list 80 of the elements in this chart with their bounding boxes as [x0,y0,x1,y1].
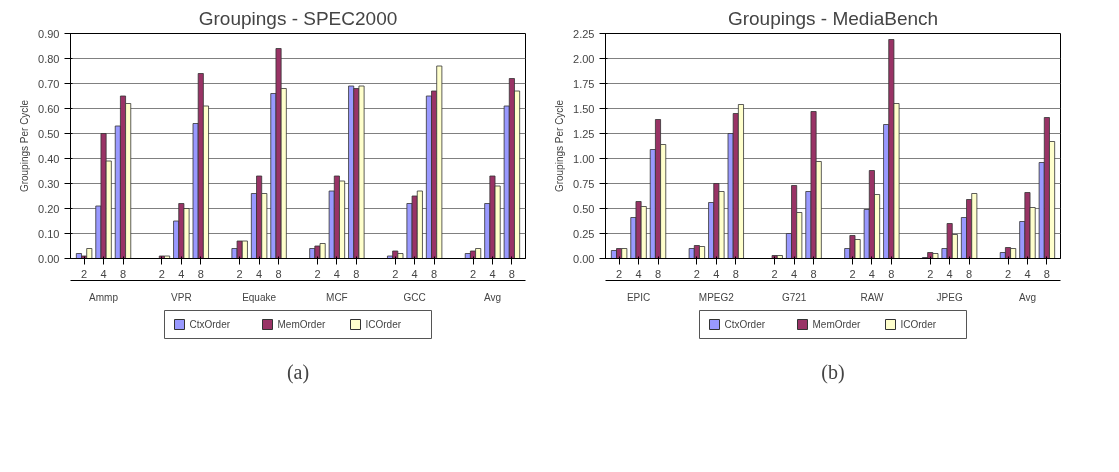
legend-label: ICOrder [365,319,402,330]
legend-label: MemOrder [277,319,326,330]
x-tick-label: 8 [810,267,817,280]
x-tick-label: 8 [732,267,739,280]
x-tick-label: 8 [888,267,895,280]
y-axis-title: Groupings Per Cycle [554,99,566,193]
text: RAW [860,291,884,303]
y-tick-label: 0.00 [573,252,595,265]
x-axis-title: (b) [821,360,845,384]
x-tick-label: 2 [236,267,243,280]
y-axis-title: Groupings Per Cycle [19,99,31,193]
x-tick-label: 8 [966,267,973,280]
x-tick-label: 4 [333,267,340,280]
y-tick-label: 0.70 [38,77,60,90]
x-tick-label: 2 [693,267,700,280]
x-tick-label: 2 [1004,267,1012,280]
legend-label: CtxOrder [189,319,231,330]
y-tick-label: 0.25 [573,227,595,240]
x-tick-label: 2 [771,267,778,280]
x-tick-label: 8 [508,267,515,280]
y-tick-label: 0.75 [573,177,595,190]
x-tick-label: 8 [353,267,360,280]
chart-title: Groupings - SPEC2000 [198,7,398,29]
x-tick-label: 8 [197,267,204,280]
y-tick-label: 0.20 [38,202,60,215]
y-tick-label: 0.90 [38,27,60,40]
x-tick-label: 4 [178,267,185,280]
y-tick-label: 1.75 [573,77,595,90]
y-tick-label: 0.10 [38,227,60,240]
x-tick-label: 8 [654,267,662,280]
text: EPIC [626,291,651,303]
x-tick-label: 8 [431,267,438,280]
x-tick-label: 4 [713,267,720,280]
x-tick-label: 4 [946,267,953,280]
y-tick-label: 0.50 [38,127,60,140]
x-tick-label: 8 [119,267,127,280]
x-tick-label: 8 [275,267,282,280]
x-tick-label: 2 [314,267,321,280]
y-tick-label: 0.00 [38,252,60,265]
y-tick-label: 2.00 [573,52,595,65]
x-tick-label: 4 [256,267,263,280]
text: MPEG2 [698,291,735,303]
x-tick-label: 4 [489,267,496,280]
x-tick-label: 4 [868,267,875,280]
x-tick-label: 8 [1043,267,1050,280]
chart-title: Groupings - MediaBench [727,7,939,29]
text: Avg [483,291,501,303]
x-tick-label: 4 [1024,267,1031,280]
y-tick-label: 2.25 [573,27,595,40]
x-axis-title: (a) [286,360,310,384]
legend-label: CtxOrder [724,319,766,330]
legend-label: ICOrder [900,319,937,330]
x-tick-label: 2 [392,267,399,280]
x-tick-label: 2 [81,267,88,280]
text: Ammp [89,291,119,303]
x-tick-label: 4 [100,267,107,280]
x-tick-label: 2 [849,267,856,280]
text: JPEG [936,291,963,303]
y-tick-label: 0.30 [38,177,60,190]
x-tick-label: 4 [635,267,642,280]
text: GCC [403,291,426,303]
y-tick-label: 0.80 [38,52,60,65]
x-tick-label: 2 [927,267,934,280]
y-tick-label: 0.50 [573,202,595,215]
text: G721 [781,291,807,303]
x-tick-label: 2 [469,267,477,280]
y-tick-label: 1.25 [573,127,595,140]
y-tick-label: 1.50 [573,102,595,115]
x-tick-label: 4 [411,267,418,280]
y-tick-label: 0.60 [38,102,60,115]
text: Avg [1018,291,1036,303]
x-tick-label: 2 [616,267,623,280]
x-tick-label: 4 [791,267,798,280]
y-tick-label: 1.00 [573,152,595,165]
y-tick-label: 0.40 [38,152,60,165]
legend-label: MemOrder [812,319,861,330]
x-tick-label: 2 [158,267,165,280]
text: Equake [242,291,277,303]
text: VPR [171,291,192,303]
text: MCF [326,291,348,303]
